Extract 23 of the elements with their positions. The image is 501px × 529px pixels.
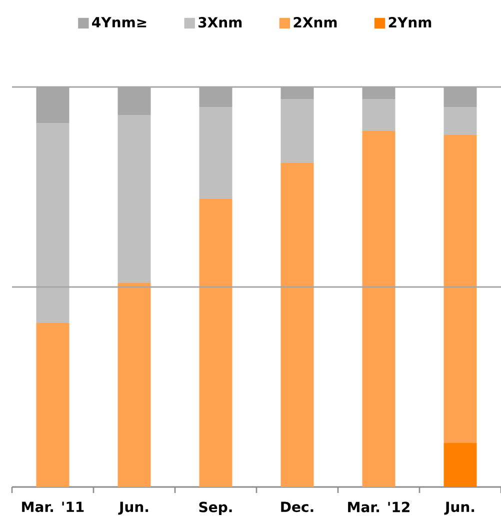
x-tick-label: Mar. '12 (348, 502, 410, 512)
bar (280, 99, 314, 163)
legend-label: 2Ynm (388, 17, 432, 28)
x-tick-label: Sep. (199, 502, 232, 516)
legend-label: 3Xnm (198, 17, 242, 28)
x-tick-label: Dec. (281, 502, 314, 512)
legend-label: 2Xnm (294, 17, 337, 28)
bar (362, 99, 396, 131)
bar (444, 443, 477, 487)
x-tick-label: Mar. '11 (22, 502, 84, 512)
legend-label: 4Ynm≥ (92, 17, 146, 28)
bar (199, 107, 232, 199)
bar (118, 114, 151, 283)
bar (444, 107, 477, 135)
bar (280, 163, 314, 487)
bar (444, 135, 477, 443)
bar (118, 283, 151, 487)
bar (362, 131, 396, 487)
bar (36, 123, 70, 323)
bar (36, 323, 70, 487)
bar (199, 199, 232, 487)
x-tick-label: Jun. (444, 502, 474, 515)
x-tick-label: Jun. (118, 502, 148, 515)
